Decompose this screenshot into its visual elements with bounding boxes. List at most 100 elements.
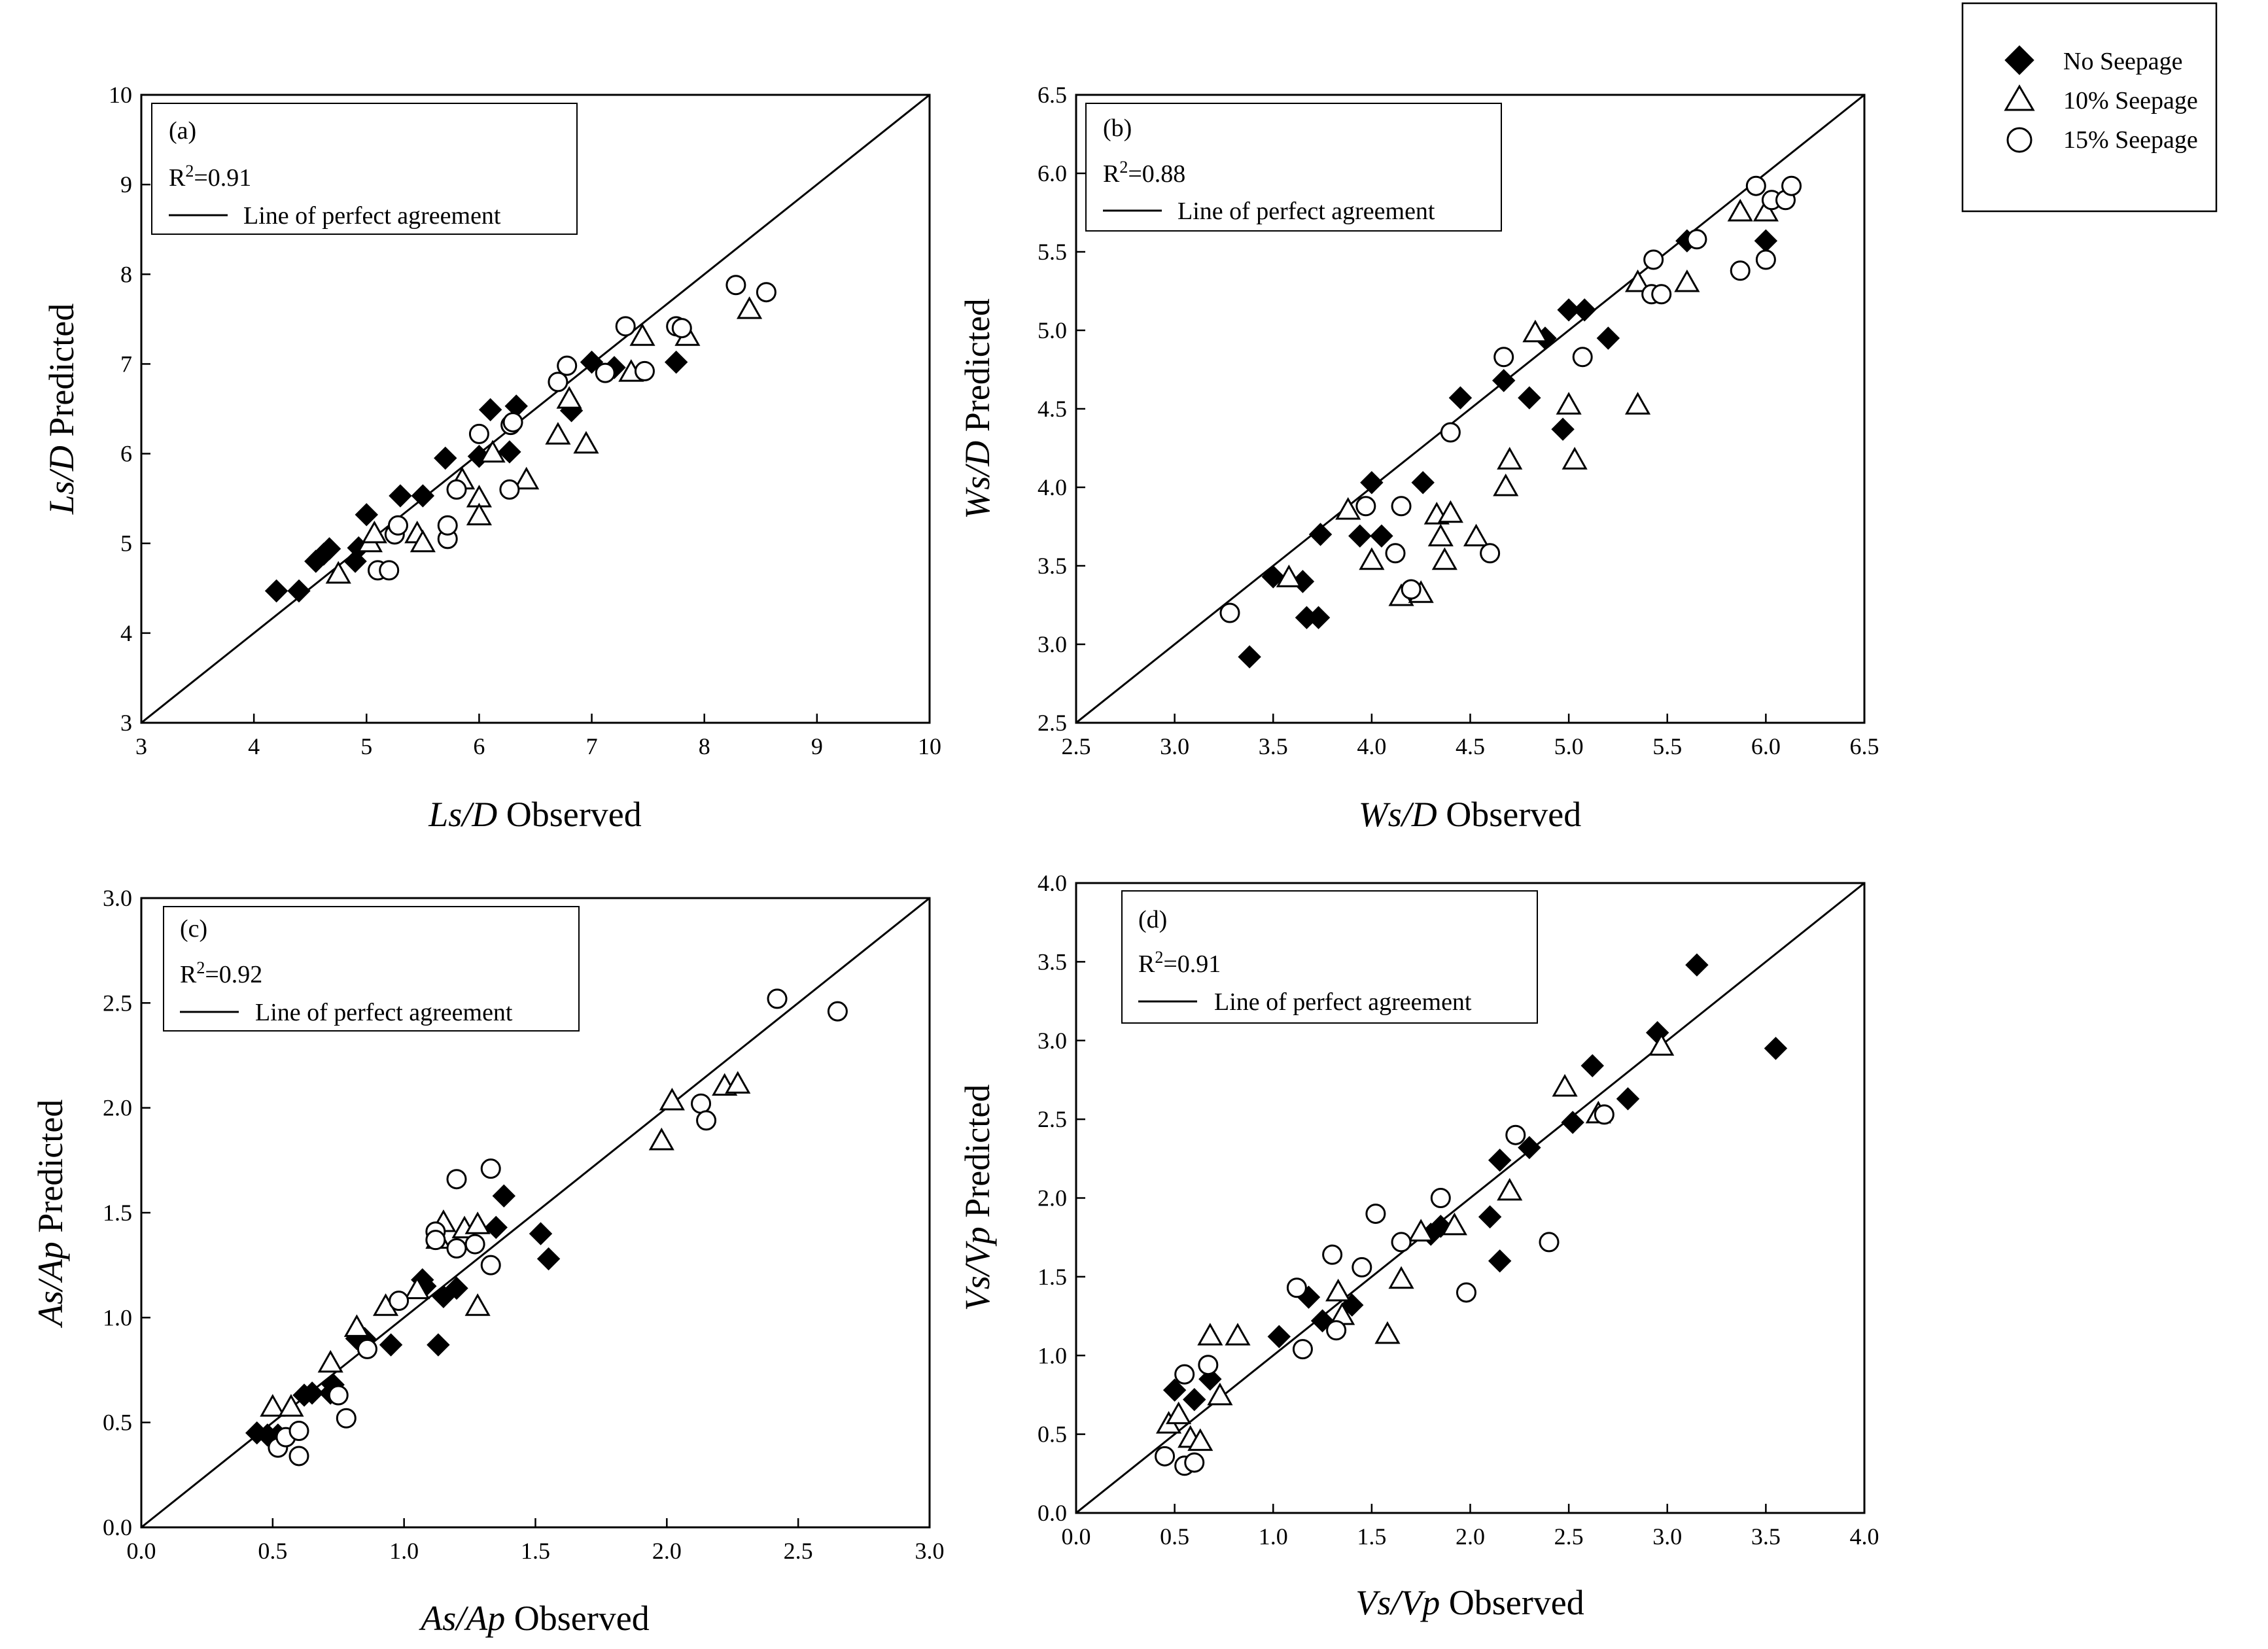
x-tick-label: 1.5: [521, 1538, 550, 1564]
point-no-seepage: [1448, 386, 1473, 409]
point-no-seepage: [389, 484, 412, 508]
point-15-seepage: [1456, 1282, 1476, 1303]
point-10-seepage: [648, 1127, 674, 1151]
point-15-seepage: [480, 1158, 501, 1179]
point-no-seepage: [529, 1222, 553, 1245]
point-15-seepage: [548, 372, 568, 392]
point-15-seepage: [634, 360, 655, 381]
point-15-seepage: [1539, 1232, 1560, 1253]
r2-prefix-d: R: [1138, 950, 1155, 978]
y-tick-label: 6.5: [1038, 82, 1067, 108]
point-10-seepage: [1522, 319, 1548, 343]
point-10-seepage: [659, 1088, 685, 1111]
point-15-seepage: [1155, 1446, 1176, 1467]
point-10-seepage: [464, 1293, 491, 1316]
point-10-seepage: [1388, 1266, 1414, 1289]
panel-label-a: (a): [169, 117, 196, 145]
point-15-seepage: [767, 988, 788, 1009]
point-15-seepage: [1730, 260, 1751, 281]
point-no-seepage: [664, 350, 688, 374]
point-15-seepage: [389, 1291, 410, 1311]
r2-value-d: =0.91: [1163, 950, 1221, 978]
points-b: [1219, 175, 1802, 668]
point-15-seepage: [1505, 1124, 1526, 1145]
point-15-seepage: [464, 1234, 485, 1255]
point-15-seepage: [1401, 579, 1422, 600]
point-no-seepage: [1518, 1136, 1541, 1160]
x-axis-label-a: Ls/D Observed: [428, 795, 641, 834]
point-15-seepage: [1480, 543, 1501, 564]
x-tick-label: 2.5: [1062, 733, 1091, 759]
point-15-seepage: [446, 1169, 467, 1190]
x-tick-label: 0.5: [1160, 1523, 1189, 1550]
point-10-seepage: [1431, 547, 1457, 570]
x-tick-label: 3.0: [915, 1538, 945, 1564]
point-15-seepage: [595, 362, 616, 383]
point-15-seepage: [1184, 1452, 1205, 1473]
x-tick-label: 5: [360, 733, 372, 759]
r2-sup-b: 2: [1119, 158, 1128, 177]
point-no-seepage: [498, 440, 521, 464]
point-10-seepage: [1556, 392, 1582, 415]
point-10-seepage: [343, 1314, 370, 1337]
point-15-seepage: [499, 479, 520, 500]
points-a: [264, 275, 776, 603]
r2-value-b: =0.88: [1128, 160, 1185, 188]
y-tick-label: 5: [120, 530, 132, 557]
point-no-seepage: [1616, 1087, 1640, 1111]
point-10-seepage: [1427, 523, 1454, 547]
point-no-seepage: [1551, 417, 1575, 441]
point-10-seepage: [1276, 564, 1302, 587]
point-15-seepage: [1643, 249, 1664, 270]
point-no-seepage: [445, 1276, 468, 1300]
x-ticks-d: 0.0 0.5 1.0 1.5 2.0 2.5 3.0 3.5 4.0: [1062, 1504, 1879, 1550]
point-15-seepage: [1755, 249, 1776, 270]
point-15-seepage: [827, 1001, 848, 1022]
point-15-seepage: [1322, 1244, 1343, 1265]
point-15-seepage: [1745, 175, 1766, 196]
point-10-seepage: [1463, 523, 1490, 547]
point-no-seepage: [411, 484, 435, 508]
points-d: [1155, 953, 1788, 1476]
y-tick-label: 4: [120, 620, 132, 646]
point-10-seepage: [1497, 1177, 1523, 1201]
y-ticks-d: 0.0 0.5 1.0 1.5 2.0 2.5 3.0 3.5 4.0: [1038, 870, 1085, 1526]
y-tick-label: 5.0: [1038, 317, 1067, 343]
point-15-seepage: [1174, 1364, 1195, 1385]
point-15-seepage: [756, 282, 776, 303]
point-15-seepage: [446, 1238, 467, 1259]
x-tick-label: 7: [586, 733, 598, 759]
x-tick-label: 8: [699, 733, 710, 759]
r2-sup-a: 2: [185, 162, 194, 181]
legend-item-10-seepage: 10% Seepage: [2004, 84, 2198, 114]
y-axis-label-b: Ws/D Predicted: [958, 298, 997, 519]
point-10-seepage: [573, 430, 599, 454]
point-10-seepage: [1649, 1033, 1675, 1056]
point-15-seepage: [425, 1230, 446, 1251]
point-no-seepage: [1238, 645, 1261, 668]
points-c: [245, 988, 848, 1467]
point-no-seepage: [536, 1247, 561, 1271]
y-tick-label: 0.5: [1038, 1421, 1067, 1448]
y-tick-label: 10: [109, 82, 132, 108]
point-no-seepage: [434, 446, 457, 470]
point-15-seepage: [671, 318, 692, 339]
point-no-seepage: [1411, 471, 1435, 495]
point-no-seepage: [1348, 524, 1372, 548]
point-15-seepage: [437, 515, 458, 536]
legend-label-15-seepage: 15% Seepage: [2063, 126, 2198, 154]
x-tick-label: 0.0: [127, 1538, 156, 1564]
point-10-seepage: [1359, 547, 1385, 570]
y-tick-label: 9: [120, 171, 132, 198]
point-15-seepage: [387, 515, 408, 536]
x-tick-label: 3.5: [1751, 1523, 1781, 1550]
r2-sup-c: 2: [196, 958, 205, 977]
r2-prefix-a: R: [169, 164, 186, 192]
x-ticks-b: 2.5 3.0 3.5 4.0 4.5 5.0 5.5 6.0 6.5: [1062, 714, 1879, 759]
legend-item-no-seepage: No Seepage: [2004, 45, 2183, 75]
x-tick-label: 3: [135, 733, 147, 759]
point-15-seepage: [1651, 284, 1672, 305]
point-15-seepage: [1391, 496, 1412, 517]
annotation-box-c: [163, 906, 580, 1032]
x-tick-label: 4.0: [1357, 733, 1386, 759]
